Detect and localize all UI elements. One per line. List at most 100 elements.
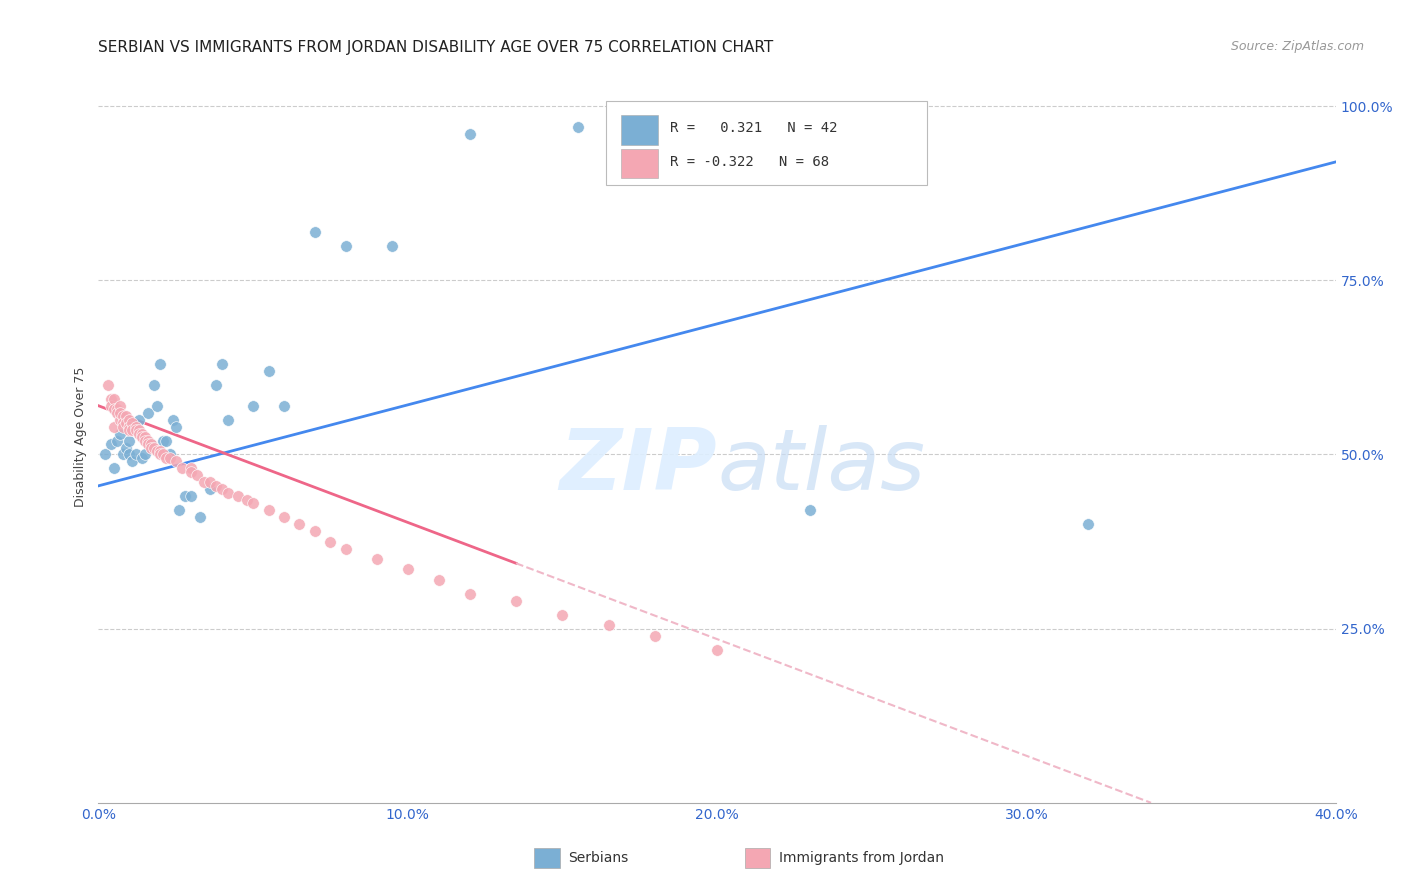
Point	[205, 377, 228, 392]
Point	[121, 416, 143, 430]
Point	[706, 642, 728, 657]
Point	[159, 448, 181, 462]
Text: Immigrants from Jordan: Immigrants from Jordan	[779, 851, 943, 865]
Point	[273, 399, 295, 413]
Point	[335, 238, 357, 252]
Point	[112, 409, 135, 424]
Point	[128, 426, 150, 441]
Point	[598, 618, 620, 632]
Point	[134, 448, 156, 462]
Point	[381, 238, 404, 252]
Point	[139, 441, 162, 455]
Point	[396, 562, 419, 576]
Text: R =   0.321   N = 42: R = 0.321 N = 42	[671, 121, 838, 136]
Point	[180, 461, 202, 475]
Point	[103, 392, 125, 406]
Point	[100, 392, 122, 406]
Point	[458, 587, 481, 601]
Point	[458, 127, 481, 141]
Point	[366, 552, 388, 566]
Point	[152, 448, 174, 462]
Text: ZIP: ZIP	[560, 425, 717, 508]
Point	[1077, 517, 1099, 532]
Point	[146, 399, 169, 413]
Point	[644, 629, 666, 643]
Point	[143, 377, 166, 392]
Point	[124, 419, 146, 434]
Point	[112, 419, 135, 434]
Point	[118, 448, 141, 462]
Point	[105, 406, 128, 420]
Point	[226, 489, 249, 503]
Point	[134, 434, 156, 448]
Point	[105, 434, 128, 448]
Point	[198, 475, 221, 490]
Point	[108, 406, 131, 420]
Point	[159, 450, 181, 465]
Point	[257, 503, 280, 517]
Point	[118, 412, 141, 426]
Point	[551, 607, 574, 622]
Point	[165, 454, 187, 468]
Point	[143, 441, 166, 455]
Point	[103, 402, 125, 417]
Point	[236, 492, 259, 507]
Point	[136, 437, 159, 451]
Point	[131, 426, 153, 441]
Point	[167, 503, 190, 517]
Point	[155, 450, 177, 465]
Point	[799, 503, 821, 517]
Point	[152, 434, 174, 448]
Point	[180, 489, 202, 503]
Point	[273, 510, 295, 524]
Point	[121, 423, 143, 437]
Point	[115, 409, 138, 424]
Point	[139, 437, 162, 451]
Point	[108, 426, 131, 441]
Y-axis label: Disability Age Over 75: Disability Age Over 75	[75, 367, 87, 508]
Point	[100, 399, 122, 413]
Point	[124, 423, 146, 437]
Bar	[620, 149, 658, 178]
Point	[103, 461, 125, 475]
Point	[211, 483, 233, 497]
Point	[174, 489, 197, 503]
Point	[155, 434, 177, 448]
Point	[112, 448, 135, 462]
Point	[131, 430, 153, 444]
Point	[124, 448, 146, 462]
Point	[146, 444, 169, 458]
Point	[136, 406, 159, 420]
Point	[205, 479, 228, 493]
Text: Source: ZipAtlas.com: Source: ZipAtlas.com	[1230, 40, 1364, 54]
Point	[180, 465, 202, 479]
Bar	[606, 101, 928, 185]
Point	[112, 416, 135, 430]
Point	[288, 517, 311, 532]
Point	[149, 448, 172, 462]
Point	[162, 412, 184, 426]
Point	[108, 399, 131, 413]
Point	[335, 541, 357, 556]
Point	[97, 377, 120, 392]
Point	[108, 412, 131, 426]
Text: atlas: atlas	[717, 425, 925, 508]
Bar	[620, 115, 658, 145]
Point	[121, 454, 143, 468]
Point	[170, 461, 193, 475]
Text: SERBIAN VS IMMIGRANTS FROM JORDAN DISABILITY AGE OVER 75 CORRELATION CHART: SERBIAN VS IMMIGRANTS FROM JORDAN DISABI…	[98, 40, 773, 55]
Point	[139, 437, 162, 451]
Point	[242, 399, 264, 413]
Point	[242, 496, 264, 510]
Point	[567, 120, 589, 134]
Text: Serbians: Serbians	[568, 851, 628, 865]
Point	[115, 416, 138, 430]
Point	[198, 483, 221, 497]
Point	[134, 430, 156, 444]
Point	[190, 510, 212, 524]
Point	[118, 423, 141, 437]
Point	[211, 357, 233, 371]
Point	[304, 225, 326, 239]
Point	[319, 534, 342, 549]
Point	[149, 444, 172, 458]
